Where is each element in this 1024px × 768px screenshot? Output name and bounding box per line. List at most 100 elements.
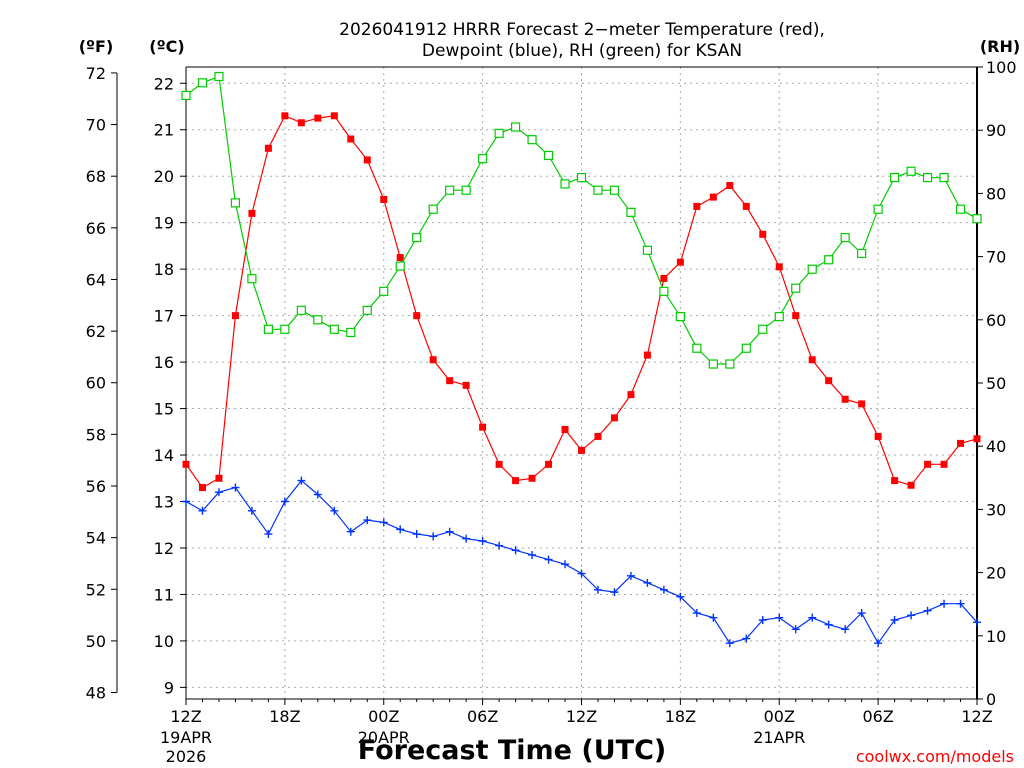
data-point	[330, 506, 339, 515]
data-point	[840, 233, 850, 243]
celsius-tick-label: 22	[154, 74, 174, 93]
fahrenheit-tick-label: 66	[86, 219, 106, 238]
data-series	[181, 71, 982, 648]
data-point	[643, 578, 652, 587]
data-point	[478, 537, 487, 545]
data-point	[725, 359, 735, 369]
celsius-tick-label: 14	[154, 446, 174, 465]
data-point	[742, 202, 750, 210]
x-tick-label: 12Z	[961, 707, 992, 726]
celsius-tick-label: 16	[154, 353, 174, 372]
fahrenheit-tick-label: 50	[86, 632, 106, 651]
data-point	[379, 286, 389, 296]
fahrenheit-tick-label: 70	[86, 116, 106, 135]
fahrenheit-tick-label: 52	[86, 580, 106, 599]
chart-title-line2: Dewpoint (blue), RH (green) for KSAN	[422, 41, 742, 61]
data-point	[775, 263, 783, 271]
data-point	[231, 312, 239, 320]
data-point	[693, 202, 701, 210]
data-point	[939, 173, 949, 183]
data-point	[363, 156, 371, 164]
data-point	[791, 283, 801, 293]
x-tick-label: 06Z	[467, 707, 498, 726]
data-point	[198, 484, 206, 492]
data-point	[808, 613, 817, 622]
data-point	[181, 90, 191, 101]
rh-tick-label: 40	[986, 437, 1006, 456]
data-point	[197, 78, 208, 88]
data-point	[841, 395, 849, 403]
celsius-axis-unit-label: (ºC)	[149, 37, 184, 56]
x-tick-label: 18Z	[269, 707, 300, 726]
data-point	[528, 550, 537, 559]
data-point	[281, 112, 289, 120]
data-point	[329, 324, 339, 334]
x-tick-label: 12Z	[170, 707, 201, 726]
data-point	[660, 274, 668, 282]
data-point	[346, 527, 355, 536]
x-date-label: 20APR	[358, 728, 410, 747]
data-point	[429, 356, 437, 364]
data-point	[527, 135, 537, 145]
data-point	[759, 230, 767, 238]
fahrenheit-tick-label: 60	[86, 374, 106, 393]
celsius-tick-label: 9	[164, 678, 174, 697]
data-point	[313, 315, 323, 325]
data-point	[346, 327, 356, 338]
data-point	[955, 204, 966, 214]
celsius-tick-label: 17	[154, 307, 174, 326]
celsius-tick-label: 21	[154, 121, 174, 140]
data-point	[708, 359, 718, 369]
data-point	[891, 477, 899, 485]
data-point	[626, 571, 635, 580]
data-point	[874, 639, 883, 648]
data-point	[890, 616, 899, 624]
data-point	[297, 476, 306, 485]
data-point	[396, 525, 405, 534]
series-line	[185, 479, 978, 645]
data-point	[264, 144, 272, 152]
data-point	[576, 173, 587, 183]
data-point	[198, 506, 207, 515]
series-relative-humidity	[181, 71, 982, 369]
data-point	[412, 233, 422, 243]
data-point	[610, 414, 618, 422]
celsius-tick-label: 12	[154, 539, 174, 558]
data-point	[247, 506, 256, 515]
data-point	[182, 460, 190, 468]
data-point	[873, 204, 883, 214]
data-point	[478, 154, 488, 164]
data-point	[230, 198, 241, 208]
data-point	[297, 119, 305, 127]
fahrenheit-tick-label: 62	[86, 322, 106, 341]
data-point	[577, 569, 586, 578]
data-point	[609, 185, 620, 195]
data-point	[659, 286, 669, 296]
data-point	[214, 488, 223, 497]
data-point	[676, 258, 684, 266]
data-point	[545, 460, 553, 468]
data-point	[462, 534, 471, 543]
data-point	[330, 112, 338, 120]
data-point	[347, 135, 355, 143]
data-point	[428, 204, 438, 214]
data-point	[676, 592, 685, 601]
data-point	[396, 254, 404, 262]
data-point	[429, 532, 438, 541]
celsius-tick-label: 19	[154, 214, 174, 233]
data-point	[561, 560, 570, 569]
data-point	[627, 391, 635, 399]
data-point	[495, 460, 503, 468]
data-point	[264, 530, 273, 539]
data-point	[791, 625, 800, 634]
data-point	[807, 264, 817, 274]
data-point	[363, 516, 372, 525]
data-point	[263, 324, 273, 334]
data-point	[907, 481, 915, 489]
data-point	[825, 377, 833, 385]
data-point	[643, 351, 651, 359]
data-point	[543, 150, 554, 161]
data-point	[940, 599, 949, 608]
data-point	[775, 613, 784, 622]
